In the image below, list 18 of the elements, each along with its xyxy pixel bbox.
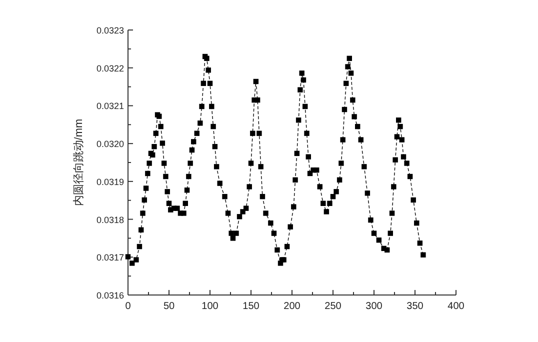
y-tick-label: 0.0323 xyxy=(96,26,124,36)
x-tick-label: 0 xyxy=(125,301,132,312)
y-tick-label: 0.0320 xyxy=(96,139,124,150)
y-tick-label: 0.0321 xyxy=(96,101,124,112)
y-tick-label: 0.0317 xyxy=(96,252,124,263)
x-tick-label: 250 xyxy=(324,301,342,312)
x-tick-label: 100 xyxy=(202,301,219,312)
x-tick-label: 150 xyxy=(242,301,260,312)
x-tick-label: 350 xyxy=(406,301,424,312)
y-tick-label: 0.0316 xyxy=(96,290,124,300)
y-tick-label: 0.0322 xyxy=(96,63,124,74)
y-tick-label: 0.0318 xyxy=(96,214,124,225)
x-tick-label: 50 xyxy=(163,301,175,312)
y-axis-title: 内圆径向跳动/mm xyxy=(72,118,85,206)
x-tick-label: 200 xyxy=(284,301,301,312)
y-tick-label: 0.0319 xyxy=(96,176,124,187)
x-tick-label: 400 xyxy=(448,301,465,312)
x-tick-label: 300 xyxy=(366,301,383,312)
